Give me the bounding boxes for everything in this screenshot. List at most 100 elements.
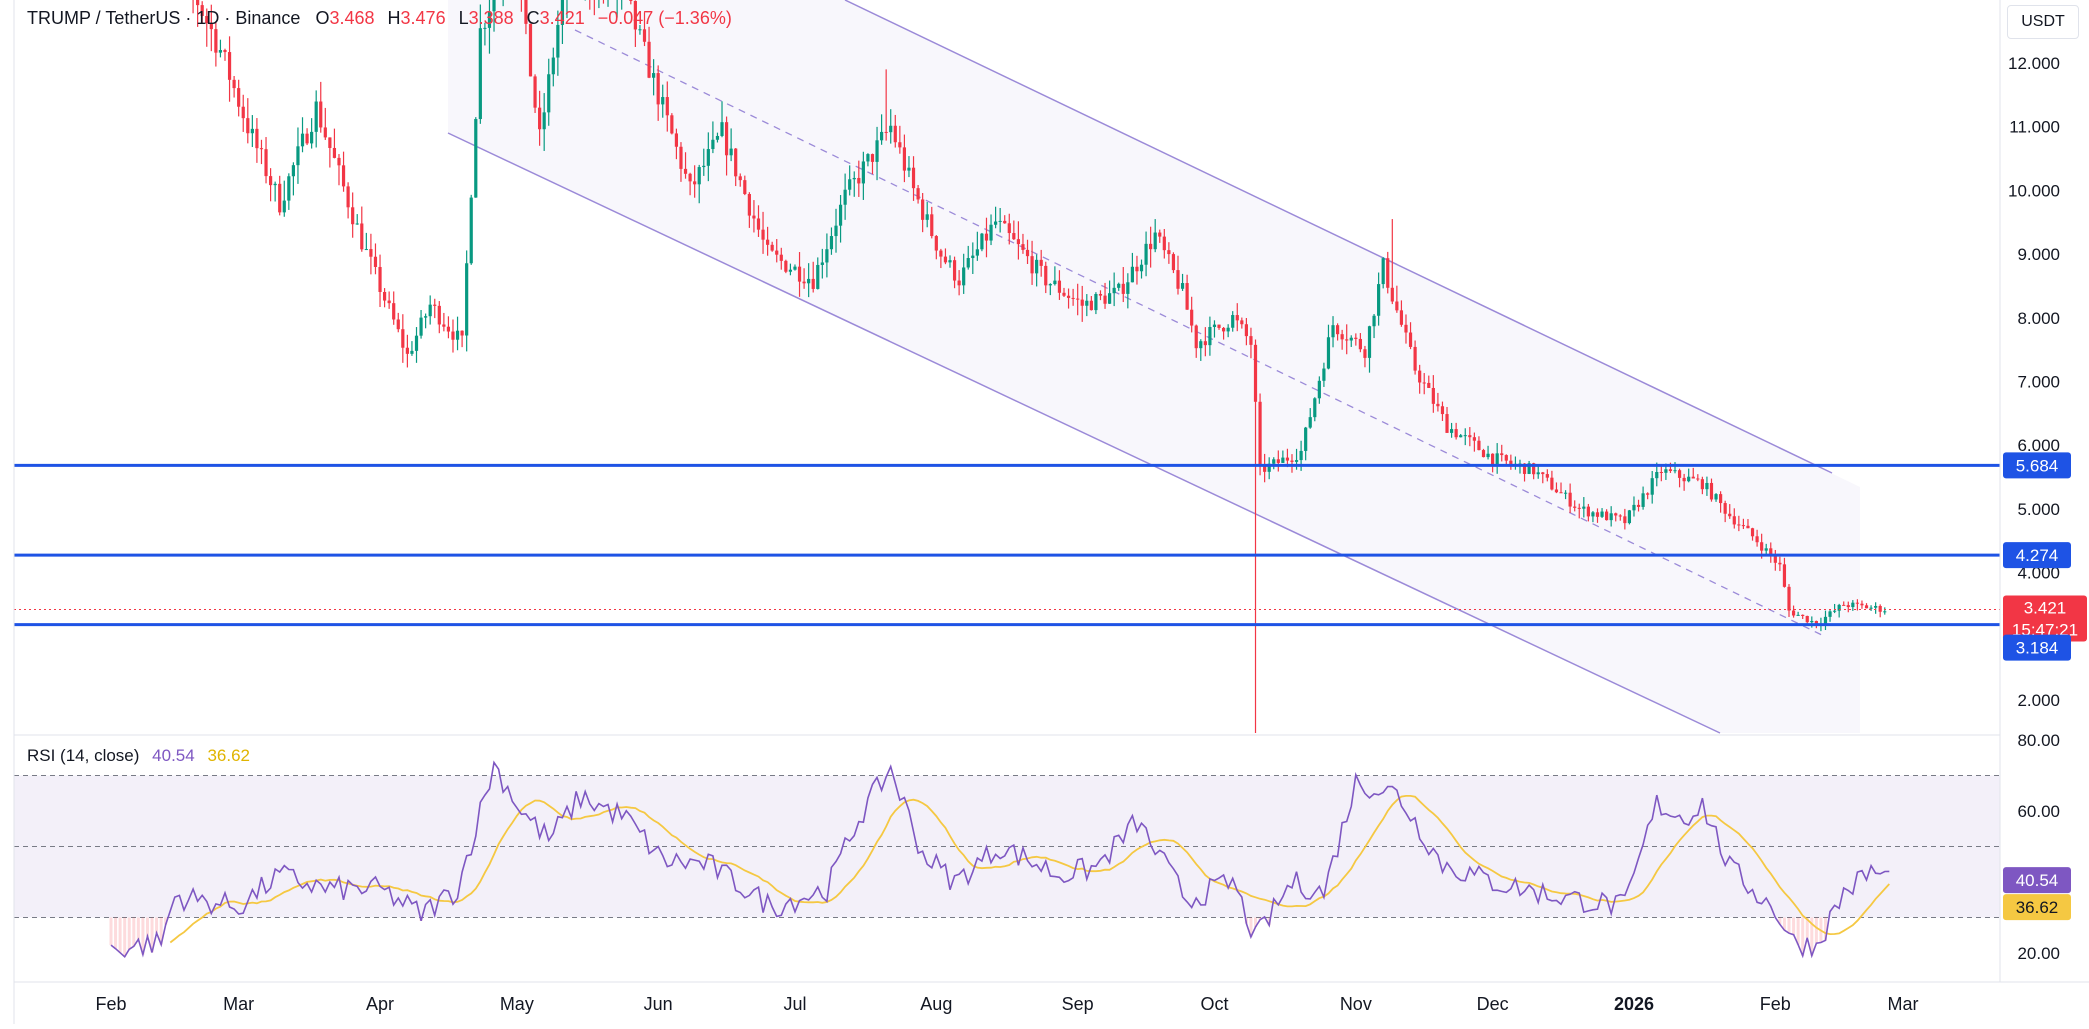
candle-body bbox=[1864, 605, 1869, 609]
candle-body bbox=[857, 177, 861, 184]
rsi-legend[interactable]: RSI (14, close) 40.54 36.62 bbox=[27, 746, 250, 766]
rsi-badge-label: 40.54 bbox=[2016, 871, 2059, 890]
candle-body bbox=[433, 304, 437, 306]
candle-body bbox=[884, 131, 888, 133]
candle-body bbox=[246, 118, 250, 134]
candle-body bbox=[1600, 511, 1604, 517]
time-tick-label: Apr bbox=[366, 994, 394, 1014]
candle-body bbox=[1053, 280, 1057, 285]
candle-body bbox=[387, 300, 391, 304]
candle-body bbox=[328, 137, 332, 148]
candle-body bbox=[1281, 457, 1285, 463]
candle-body bbox=[1249, 336, 1253, 345]
candle-body bbox=[1162, 236, 1166, 251]
candle-body bbox=[1883, 611, 1887, 613]
candle-body bbox=[752, 215, 756, 219]
candle-body bbox=[1509, 460, 1513, 464]
candle-body bbox=[1358, 338, 1362, 350]
time-tick-label: Oct bbox=[1200, 994, 1228, 1014]
candle-body bbox=[1782, 564, 1787, 587]
candle-body bbox=[1655, 471, 1659, 479]
candle-body bbox=[259, 148, 264, 150]
candle-body bbox=[1491, 453, 1495, 465]
candle-body bbox=[1107, 293, 1112, 304]
candle-body bbox=[1035, 259, 1039, 274]
candle-body bbox=[241, 106, 245, 119]
candle-body bbox=[250, 128, 254, 134]
candle-body bbox=[1185, 283, 1189, 310]
candle-body bbox=[1737, 524, 1741, 526]
candle-body bbox=[984, 233, 989, 241]
rsi-value: 40.54 bbox=[152, 746, 195, 765]
candle-body bbox=[1317, 380, 1321, 399]
candle-body bbox=[1413, 346, 1417, 371]
time-tick-label: Mar bbox=[1888, 994, 1919, 1014]
candle-body bbox=[1632, 504, 1636, 511]
candle-body bbox=[1030, 256, 1034, 274]
candle-body bbox=[1459, 435, 1463, 438]
candle-body bbox=[948, 260, 952, 263]
candle-body bbox=[734, 148, 738, 177]
candle-body bbox=[428, 304, 432, 317]
candle-body bbox=[889, 125, 893, 133]
candle-body bbox=[1144, 243, 1148, 265]
rsi-tick-label: 20.00 bbox=[2017, 944, 2060, 963]
candle-body bbox=[893, 125, 897, 143]
candle-body bbox=[1007, 223, 1011, 234]
candle-body bbox=[679, 146, 683, 169]
candle-body bbox=[1741, 525, 1746, 527]
candle-body bbox=[1395, 301, 1399, 311]
candle-body bbox=[802, 281, 806, 284]
rsi-ma-badge-label: 36.62 bbox=[2016, 898, 2059, 917]
candle-body bbox=[1614, 513, 1618, 516]
time-tick-label: Feb bbox=[1760, 994, 1791, 1014]
candle-body bbox=[943, 256, 948, 263]
candle-body bbox=[688, 173, 692, 182]
time-tick-label: Mar bbox=[223, 994, 254, 1014]
candle-body bbox=[1719, 494, 1723, 504]
candle-body bbox=[1194, 325, 1198, 349]
candle-body bbox=[1449, 429, 1454, 433]
candle-body bbox=[998, 220, 1002, 222]
candle-body bbox=[1677, 470, 1682, 478]
candle-body bbox=[1463, 435, 1467, 437]
candle-body bbox=[652, 73, 656, 78]
candle-body bbox=[711, 139, 715, 150]
candle-body bbox=[1235, 315, 1239, 321]
candle-body bbox=[1623, 516, 1627, 524]
candle-body bbox=[1354, 337, 1358, 339]
candle-body bbox=[1221, 327, 1226, 332]
candle-body bbox=[1869, 607, 1873, 609]
time-tick-label: Feb bbox=[95, 994, 126, 1014]
candle-body bbox=[460, 330, 464, 336]
candle-body bbox=[1276, 459, 1280, 463]
candle-body bbox=[1427, 382, 1431, 388]
candle-body bbox=[1345, 339, 1349, 341]
time-tick-label: May bbox=[500, 994, 534, 1014]
candle-body bbox=[1199, 341, 1203, 349]
candle-body bbox=[1340, 334, 1344, 340]
change-value: −0.047 (−1.36%) bbox=[597, 8, 732, 28]
candle-body bbox=[629, 0, 633, 1]
candle-body bbox=[1190, 309, 1194, 326]
candle-body bbox=[287, 176, 291, 201]
currency-button[interactable]: USDT bbox=[2007, 5, 2079, 39]
price-tick-label: 9.000 bbox=[2017, 245, 2060, 264]
candle-body bbox=[1240, 320, 1244, 325]
rsi-line bbox=[110, 760, 1890, 959]
candle-body bbox=[424, 316, 428, 318]
candle-body bbox=[1554, 489, 1559, 493]
candle-body bbox=[437, 305, 441, 325]
candle-body bbox=[483, 27, 487, 29]
candle-body bbox=[1304, 427, 1308, 451]
candle-body bbox=[1755, 536, 1759, 543]
candle-body bbox=[1208, 326, 1212, 346]
candle-body bbox=[957, 280, 961, 286]
last-price-label: 3.421 bbox=[2024, 598, 2067, 617]
symbol-title[interactable]: TRUMP / TetherUS · 1D · Binance bbox=[27, 8, 301, 28]
candle-body bbox=[907, 167, 911, 171]
candle-body bbox=[556, 24, 560, 58]
price-tick-label: 6.000 bbox=[2017, 436, 2060, 455]
